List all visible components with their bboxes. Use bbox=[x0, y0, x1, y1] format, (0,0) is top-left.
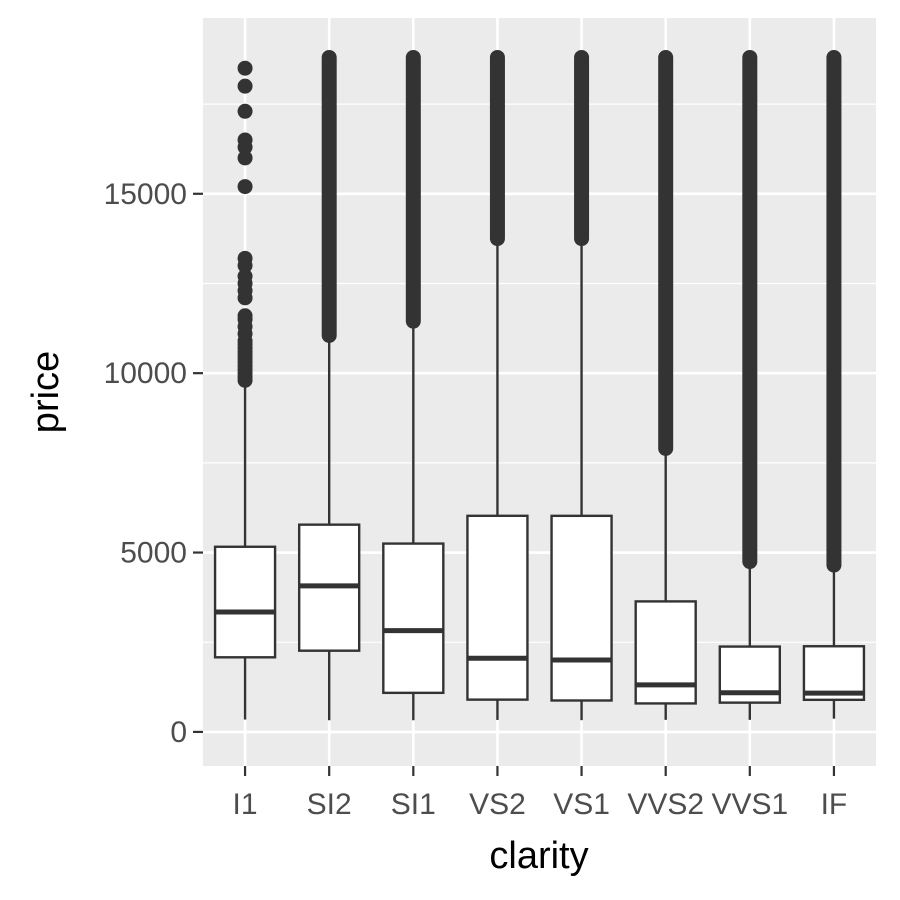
x-tick-label: VS2 bbox=[469, 788, 526, 821]
x-axis: I1 SI2 SI1 VS2 VS1 VVS2 VVS1 IF bbox=[233, 766, 848, 821]
outlier-point bbox=[237, 132, 253, 148]
y-tick-label: 5000 bbox=[120, 537, 187, 570]
x-tick-label: VVS2 bbox=[627, 788, 704, 821]
outlier-point bbox=[237, 60, 253, 76]
x-tick-label: SI1 bbox=[391, 788, 436, 821]
outlier-point bbox=[237, 308, 253, 324]
box-iqr bbox=[466, 514, 529, 701]
box-vs1 bbox=[550, 49, 613, 721]
box-vvs2 bbox=[634, 49, 697, 720]
y-tick-label: 10000 bbox=[104, 357, 187, 390]
box-vvs1 bbox=[718, 49, 782, 720]
box-iqr bbox=[634, 600, 697, 705]
box-vs2 bbox=[466, 49, 529, 720]
x-tick-label: SI2 bbox=[307, 788, 352, 821]
outlier-point bbox=[237, 103, 253, 119]
box-si2 bbox=[297, 49, 361, 721]
x-tick-label: IF bbox=[821, 788, 848, 821]
outlier-point bbox=[237, 268, 253, 284]
x-tick-label: VS1 bbox=[553, 788, 610, 821]
x-tick-label: VVS1 bbox=[711, 788, 788, 821]
box-si1 bbox=[382, 49, 445, 721]
y-axis-title: price bbox=[25, 351, 67, 433]
box-if bbox=[802, 49, 866, 719]
outlier-point bbox=[237, 150, 253, 166]
outlier-point bbox=[237, 78, 253, 94]
outlier-point bbox=[237, 250, 253, 266]
box-iqr bbox=[213, 545, 277, 659]
y-tick-label: 15000 bbox=[104, 178, 187, 211]
y-axis: 0 5000 10000 15000 bbox=[104, 178, 203, 749]
x-tick-label: I1 bbox=[233, 788, 258, 821]
outlier-point bbox=[237, 179, 253, 195]
box-i1 bbox=[213, 60, 277, 720]
box-iqr bbox=[550, 514, 613, 702]
box-iqr bbox=[382, 542, 445, 695]
x-axis-title: clarity bbox=[489, 835, 588, 877]
y-tick-label: 0 bbox=[170, 716, 187, 749]
boxes bbox=[213, 49, 866, 721]
